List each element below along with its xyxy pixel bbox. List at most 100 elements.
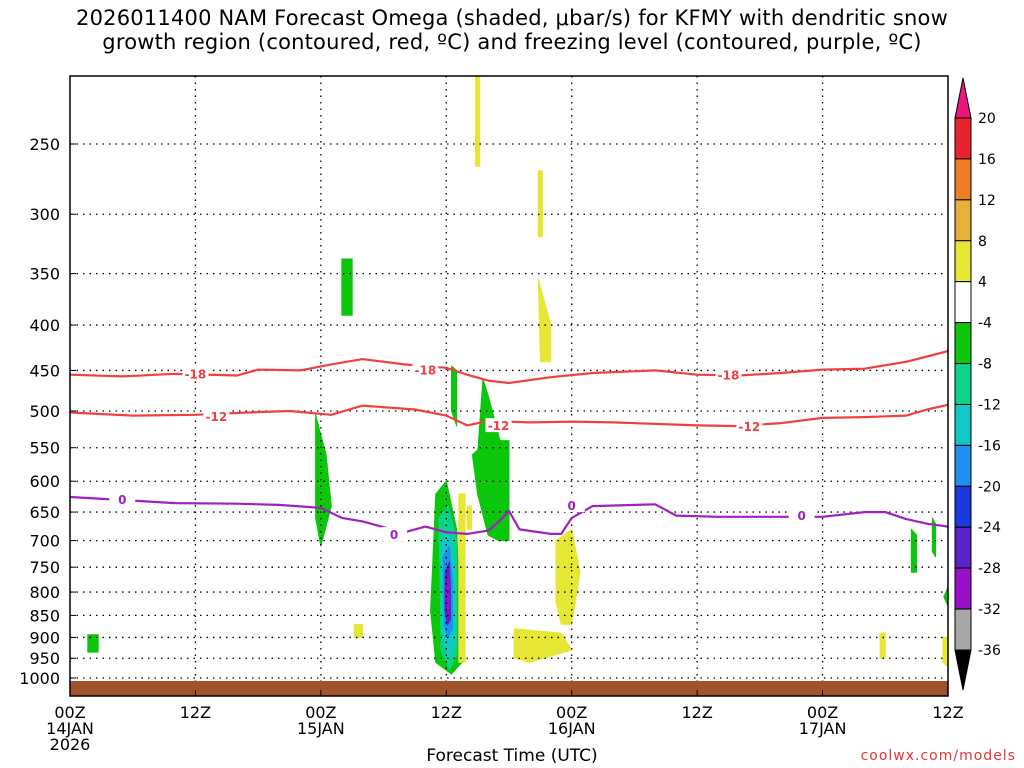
- omega-region: [931, 517, 936, 558]
- omega-region: [445, 576, 450, 616]
- x-tick-label: 00Z: [556, 703, 587, 722]
- colorbar-label: 4: [978, 275, 987, 291]
- colorbar-label: 16: [978, 152, 996, 168]
- x-tick-label: 17JAN: [799, 719, 847, 738]
- chart-title-line-1: 2026011400 NAM Forecast Omega (shaded, μ…: [76, 6, 948, 30]
- contour-label-background: [788, 508, 815, 523]
- x-tick-label: 12Z: [681, 703, 712, 722]
- chart-title-line-2: growth region (contoured, red, ºC) and f…: [102, 30, 922, 54]
- colorbar-swatch: [954, 363, 972, 405]
- contour-line: [70, 495, 948, 535]
- x-tick-label: 16JAN: [548, 719, 596, 738]
- colorbar-swatch: [954, 608, 972, 651]
- colorbar-swatch: [954, 485, 972, 528]
- contour-label-background: [558, 498, 585, 513]
- contour-label-background: [412, 362, 439, 377]
- contour-label-background: [715, 367, 742, 382]
- omega-region: [315, 414, 332, 547]
- y-tick-label: 950: [29, 649, 60, 668]
- credit-text: coolwx.com/models: [860, 748, 1016, 764]
- contour-line: [70, 350, 948, 385]
- colorbar-label: -32: [978, 602, 1001, 618]
- omega-region: [87, 634, 99, 653]
- x-tick-label: 14JAN: [46, 719, 94, 738]
- omega-shading-layer: [87, 76, 948, 675]
- colorbar-bottom-arrow: [954, 649, 972, 691]
- contour-label: 0: [390, 528, 398, 542]
- colorbar-swatch: [954, 403, 972, 446]
- x-tick-label: 00Z: [807, 703, 838, 722]
- y-tick-label: 350: [29, 265, 60, 284]
- colorbar-swatch: [954, 567, 972, 610]
- y-tick-label: 850: [29, 606, 60, 625]
- colorbar-label: -24: [978, 520, 1001, 536]
- contour-label-background: [736, 418, 763, 433]
- contour-label: 0: [797, 509, 805, 523]
- omega-region: [943, 586, 948, 607]
- omega-region: [353, 623, 364, 638]
- colorbar-swatch: [954, 117, 972, 160]
- contour-layer: -18 -18 -18 -12 -12 -12 0 0 0 0: [70, 350, 948, 542]
- omega-region: [451, 365, 458, 427]
- contour-label-background: [485, 418, 512, 433]
- grid-layer: [70, 76, 948, 696]
- contour-label: -12: [205, 410, 227, 424]
- contour-line: [70, 403, 948, 428]
- y-axis: 250 300 350 400 450 500 550 600 650 700 750 800 850 9…: [19, 135, 76, 688]
- colorbar-label: -28: [978, 561, 1001, 577]
- colorbar-label: 20: [978, 111, 996, 127]
- y-tick-label: 450: [29, 361, 60, 380]
- colorbar-swatch: [954, 526, 972, 569]
- colorbar-swatch: [954, 199, 972, 242]
- colorbar-label: -20: [978, 479, 1001, 495]
- x-axis-title: Forecast Time (UTC): [426, 746, 598, 766]
- colorbar-swatch: [954, 322, 972, 365]
- omega-region: [537, 170, 543, 238]
- plot-frame: [69, 75, 949, 697]
- colorbar-swatch: [954, 281, 972, 324]
- x-tick-label: 2026: [50, 735, 91, 754]
- omega-region: [471, 440, 510, 542]
- y-tick-label: 400: [29, 316, 60, 335]
- colorbar-top-arrow: [954, 77, 972, 119]
- contour-label-background: [109, 492, 136, 507]
- x-tick-label: 00Z: [305, 703, 336, 722]
- colorbar-label: -8: [978, 357, 992, 373]
- contour-label-background: [182, 366, 209, 381]
- colorbar: 20 16 12 8 4 -4 -8 -12 -16 -20 -24 -28 -32 -36: [954, 77, 1001, 691]
- omega-region: [879, 632, 886, 659]
- contour-label: -12: [739, 420, 761, 434]
- x-tick-label: 12Z: [431, 703, 462, 722]
- omega-region: [475, 76, 481, 167]
- y-tick-label: 300: [29, 205, 60, 224]
- contour-label: -18: [415, 363, 437, 377]
- x-tick-label: 15JAN: [297, 719, 345, 738]
- contour-label-background: [203, 409, 230, 424]
- y-tick-label: 800: [29, 583, 60, 602]
- contour-label: 0: [118, 493, 126, 507]
- y-tick-label: 600: [29, 472, 60, 491]
- colorbar-swatch: [954, 444, 972, 487]
- contour-label: -12: [488, 419, 510, 433]
- x-tick-label: 12Z: [932, 703, 963, 722]
- y-tick-label: 650: [29, 503, 60, 522]
- colorbar-label: 12: [978, 193, 996, 209]
- colorbar-label: -16: [978, 438, 1001, 454]
- x-tick-label: 12Z: [180, 703, 211, 722]
- y-tick-label: 750: [29, 558, 60, 577]
- y-tick-label: 1000: [19, 669, 60, 688]
- y-tick-label: 900: [29, 628, 60, 647]
- contour-label: -18: [718, 369, 740, 383]
- colorbar-label: -36: [978, 643, 1001, 659]
- omega-region: [466, 505, 472, 530]
- colorbar-label: -4: [978, 316, 992, 332]
- colorbar-label: 8: [978, 234, 987, 250]
- y-tick-label: 250: [29, 135, 60, 154]
- contour-label: -18: [185, 368, 207, 382]
- terrain-ground: [70, 681, 948, 696]
- y-tick-label: 500: [29, 402, 60, 421]
- omega-region: [341, 258, 353, 316]
- contour-label-background: [381, 527, 408, 542]
